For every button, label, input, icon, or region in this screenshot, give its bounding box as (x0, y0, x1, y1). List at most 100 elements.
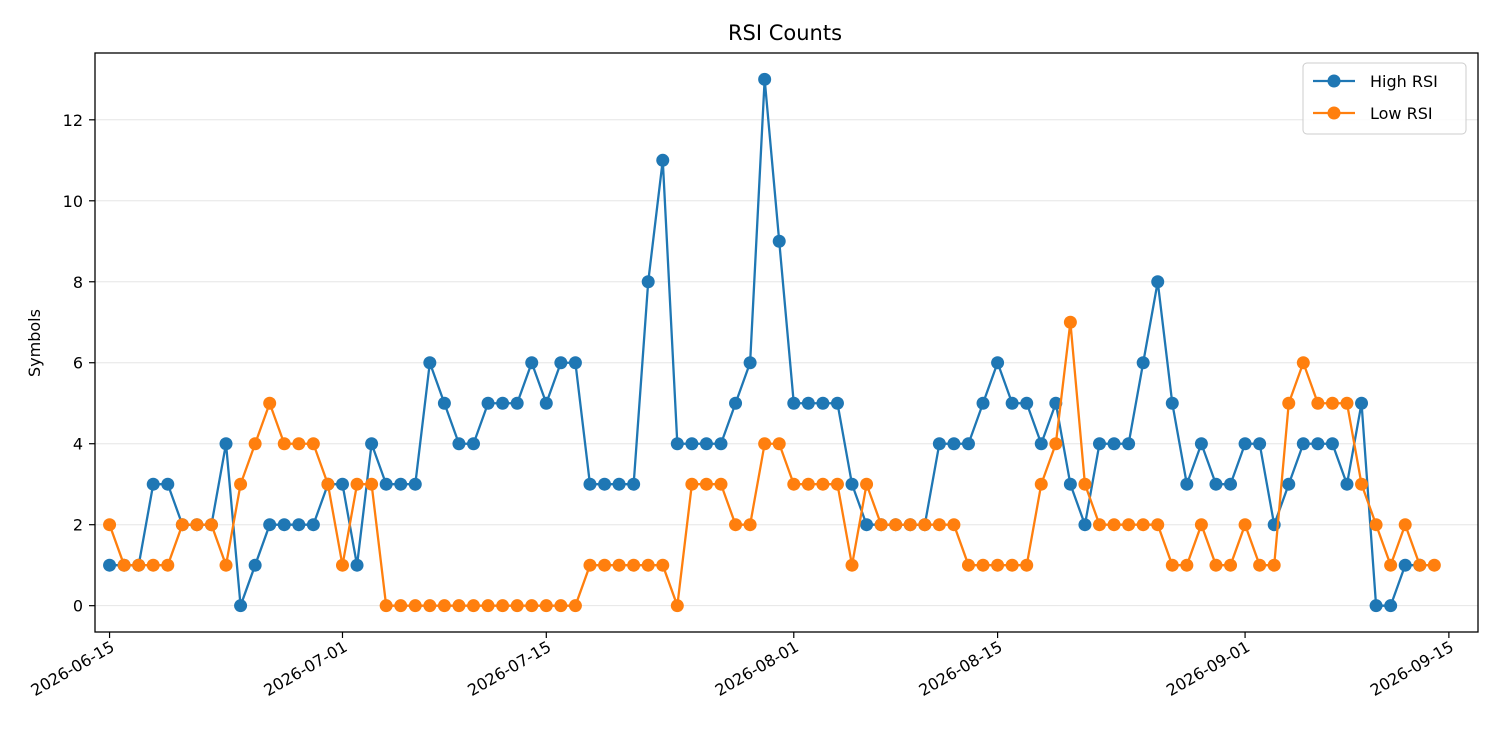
data-point (801, 477, 815, 491)
data-point (234, 599, 248, 613)
data-point (1384, 558, 1398, 572)
x-tick-label: 2026-09-01 (1163, 637, 1253, 700)
data-point (394, 599, 408, 613)
data-point (1005, 396, 1019, 410)
series-0 (103, 72, 1427, 613)
data-point (437, 599, 451, 613)
y-tick-label: 6 (73, 354, 83, 373)
data-point (1282, 477, 1296, 491)
legend-swatch-marker (1327, 74, 1341, 88)
data-point (772, 437, 786, 451)
data-point (539, 599, 553, 613)
data-point (641, 558, 655, 572)
data-point (568, 356, 582, 370)
data-point (1311, 396, 1325, 410)
data-point (539, 396, 553, 410)
data-point (408, 477, 422, 491)
data-point (743, 356, 757, 370)
data-point (656, 153, 670, 167)
data-point (1005, 558, 1019, 572)
data-point (554, 599, 568, 613)
data-point (714, 437, 728, 451)
data-point (1122, 437, 1136, 451)
data-point (1238, 518, 1252, 532)
data-point (1063, 315, 1077, 329)
data-point (1311, 437, 1325, 451)
data-point (656, 558, 670, 572)
data-point (1049, 437, 1063, 451)
data-point (598, 558, 612, 572)
data-point (292, 437, 306, 451)
data-point (787, 396, 801, 410)
data-point (146, 477, 160, 491)
data-point (481, 599, 495, 613)
data-point (1209, 477, 1223, 491)
data-point (1020, 558, 1034, 572)
data-point (175, 518, 189, 532)
data-point (248, 558, 262, 572)
data-point (1034, 477, 1048, 491)
data-point (1369, 599, 1383, 613)
data-point (103, 518, 117, 532)
data-point (1165, 396, 1179, 410)
data-point (758, 72, 772, 86)
data-point (1325, 396, 1339, 410)
y-tick-label: 10 (63, 192, 83, 211)
data-point (190, 518, 204, 532)
data-point (1398, 518, 1412, 532)
data-point (394, 477, 408, 491)
data-point (350, 558, 364, 572)
data-point (1384, 599, 1398, 613)
x-tick-label: 2026-06-15 (28, 637, 118, 700)
data-point (204, 518, 218, 532)
chart-title: RSI Counts (728, 21, 842, 45)
legend-label: High RSI (1370, 72, 1438, 91)
data-point (598, 477, 612, 491)
data-point (467, 437, 481, 451)
data-point (1078, 477, 1092, 491)
data-point (525, 599, 539, 613)
series-line (109, 78, 1420, 607)
data-point (423, 599, 437, 613)
data-point (1180, 558, 1194, 572)
data-point (670, 599, 684, 613)
data-point (947, 518, 961, 532)
data-point (1296, 356, 1310, 370)
data-point (612, 558, 626, 572)
data-point (991, 356, 1005, 370)
data-point (379, 599, 393, 613)
data-point (481, 396, 495, 410)
data-point (1209, 558, 1223, 572)
data-point (1034, 437, 1048, 451)
data-point (525, 356, 539, 370)
data-point (612, 477, 626, 491)
data-point (1355, 477, 1369, 491)
data-point (685, 477, 699, 491)
data-point (510, 599, 524, 613)
data-point (263, 396, 277, 410)
data-point (132, 558, 146, 572)
data-point (277, 518, 291, 532)
plot-frame (94, 52, 1479, 633)
data-point (452, 599, 466, 613)
data-point (161, 558, 175, 572)
data-point (335, 477, 349, 491)
data-point (801, 396, 815, 410)
data-point (889, 518, 903, 532)
legend-label: Low RSI (1370, 104, 1433, 123)
data-point (903, 518, 917, 532)
data-point (860, 477, 874, 491)
data-point (292, 518, 306, 532)
data-point (234, 477, 248, 491)
data-point (961, 558, 975, 572)
data-point (947, 437, 961, 451)
data-point (976, 396, 990, 410)
data-point (1325, 437, 1339, 451)
y-tick-label: 8 (73, 273, 83, 292)
grid-lines (95, 119, 1478, 607)
data-point (729, 518, 743, 532)
data-point (772, 234, 786, 248)
y-tick-label: 0 (73, 597, 83, 616)
data-point (1063, 477, 1077, 491)
data-point (117, 558, 131, 572)
